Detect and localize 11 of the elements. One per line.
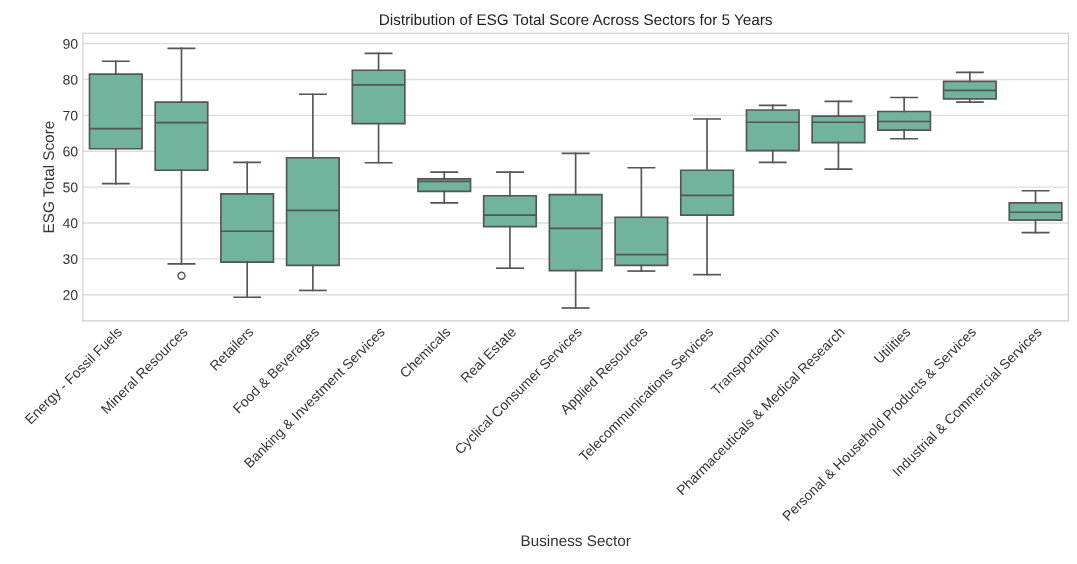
y-axis-title: ESG Total Score xyxy=(42,121,55,233)
y-tick-label: 60 xyxy=(63,146,78,157)
y-tick-label: 90 xyxy=(63,39,78,49)
x-axis-title: Business Sector xyxy=(521,534,631,547)
y-tick-label: 80 xyxy=(63,74,78,85)
y-tick-label: 20 xyxy=(63,290,78,300)
y-tick-label: 40 xyxy=(62,218,78,229)
y-tick-label: 30 xyxy=(63,254,78,265)
y-tick-label: 70 xyxy=(63,110,78,121)
y-tick-label: 50 xyxy=(63,182,78,193)
chart-title: Distribution of ESG Total Score Across Sectors for 5 Years xyxy=(380,13,772,26)
